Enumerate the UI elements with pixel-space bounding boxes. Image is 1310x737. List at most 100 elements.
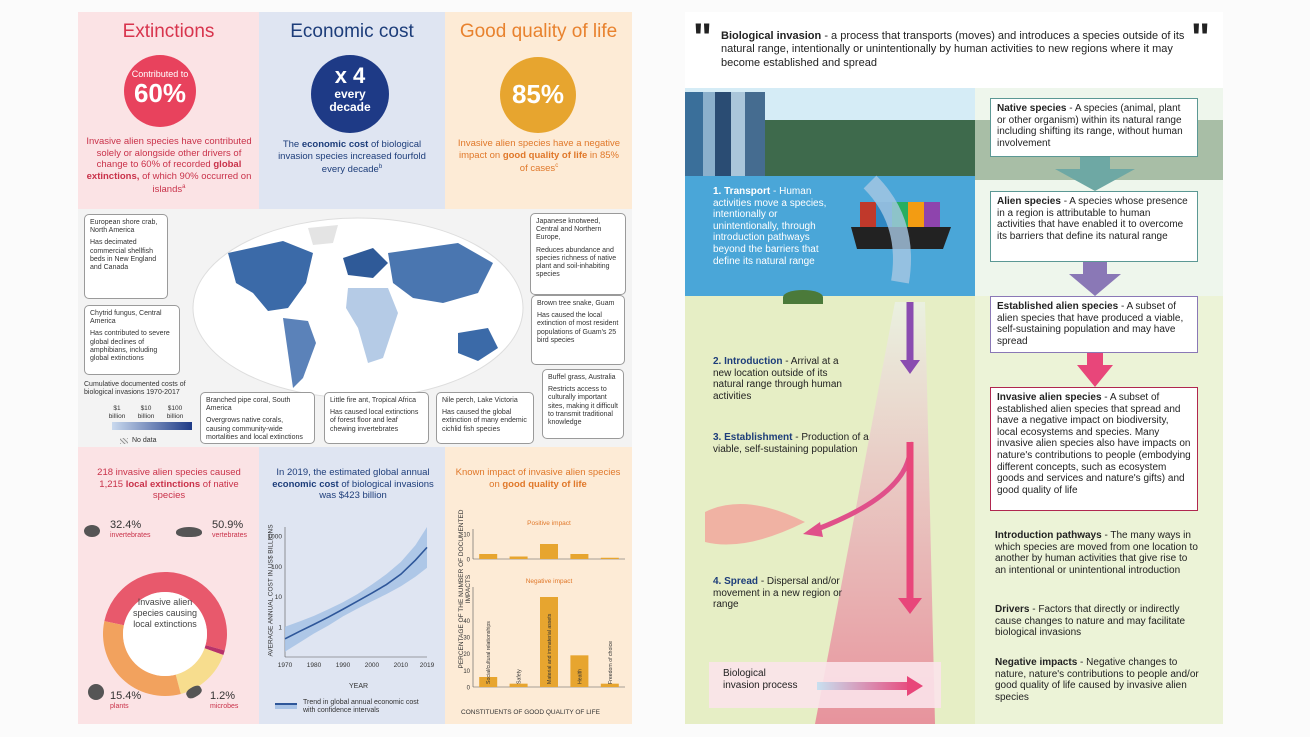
arrow-head-spread-down (898, 598, 922, 614)
cost-xtick: 1980 (307, 662, 322, 669)
impact-chart-title: Known impact of invasive alien species o… (455, 467, 621, 490)
extinctions-panel: Extinctions Contributed to 60% Invasive … (78, 12, 259, 209)
donut-segment-vertebrates (104, 571, 228, 651)
cost-trend-line (284, 546, 428, 640)
donut-label-plants: plants (110, 703, 129, 710)
impact-pos-tick: 10 (463, 533, 470, 539)
impact-category-label: Safety (517, 669, 523, 684)
world-map (192, 217, 524, 399)
callout-crab: European shore crab, North America Has d… (84, 214, 168, 299)
impact-neg-bar (570, 655, 589, 687)
impact-negative-label: Negative impact (526, 578, 573, 585)
cost-line-chart: 1000 100 10 1 1970 1980 1990 2000 2010 2019 (268, 527, 435, 669)
donut-center-label: Invasive alien species causing local ext… (132, 597, 198, 629)
step-spread: 4. Spread - Dispersal and/or movement in… (713, 576, 842, 611)
step-transport: 1. Transport - Human activities move a s… (713, 186, 827, 267)
donut-segment-microbes (204, 645, 225, 655)
impact-neg-tick: 0 (467, 686, 471, 692)
impact-pos-tick: 0 (467, 558, 471, 564)
glossary-negative-impacts: Negative impacts - Negative changes to n… (995, 657, 1199, 703)
definition-text: Biological invasion - a process that tra… (721, 30, 1185, 69)
impact-neg-bar (600, 683, 619, 687)
impact-chart-panel: Known impact of invasive alien species o… (445, 447, 632, 724)
map-legend-l2: $10 billion (137, 405, 155, 421)
cost-xtick: 1990 (336, 662, 351, 669)
left-infographic: Extinctions Contributed to 60% Invasive … (78, 12, 632, 724)
map-section: European shore crab, North America Has d… (78, 209, 632, 447)
right-infographic: " " Biological invasion - a process that… (685, 12, 1223, 724)
step-establishment: 3. Establishment - Production of a viabl… (713, 432, 869, 455)
quality-text: Invasive alien species have a negative i… (457, 138, 621, 175)
cost-confidence-band (285, 527, 427, 652)
callout-chytrid: Chytrid fungus, Central America Has cont… (84, 305, 180, 375)
cost-xtick: 2019 (420, 662, 435, 669)
donut-hole (123, 592, 207, 676)
extinctions-circle-value: 60% (133, 78, 187, 108)
invasion-path (705, 175, 941, 724)
cost-ytick: 100 (271, 564, 282, 571)
step-introduction: 2. Introduction - Arrival at a new locat… (713, 356, 842, 402)
impact-neg-bar (540, 597, 558, 687)
impact-neg-bar (479, 677, 498, 687)
africa-shape (346, 288, 398, 363)
north-america-shape (228, 241, 313, 311)
donut-panel: 218 invasive alien species caused 1,215 … (78, 447, 259, 724)
callout-coral: Branched pipe coral, South America Overg… (200, 392, 315, 444)
south-america-shape (283, 318, 316, 388)
extinctions-heading: Extinctions (122, 21, 215, 42)
asia-shape (388, 243, 493, 303)
oceania-shape (458, 328, 498, 361)
cost-xtick: 1970 (278, 662, 293, 669)
impact-chart-xlabel: CONSTITUENTS OF GOOD QUALITY OF LIFE (461, 709, 600, 716)
donut-label-vertebrates: vertebrates (212, 532, 248, 539)
europe-shape (343, 248, 388, 278)
impact-neg-tick: 10 (463, 669, 470, 675)
process-label: Biological invasion process (723, 668, 798, 691)
plants-icon (88, 684, 104, 700)
cost-ytick: 1 (278, 624, 282, 631)
impact-category-label: Freedom of choice (608, 641, 614, 684)
cost-legend-swatch (275, 703, 297, 709)
economic-circle: x 4 every decade (311, 55, 389, 133)
economic-heading: Economic cost (290, 21, 414, 42)
map-legend-gradient (112, 422, 192, 430)
arrow-head-spread-left (803, 522, 823, 537)
box-invasive-alien-species: Invasive alien species - A subset of est… (990, 387, 1198, 511)
quote-open-icon: " (693, 16, 712, 60)
impact-neg-tick: 30 (463, 636, 470, 642)
donut-pct-invertebrates: 32.4% (110, 519, 142, 531)
map-legend-l1: $1 billion (108, 405, 126, 421)
extinctions-circle-top: Contributed to (131, 69, 189, 79)
impact-pos-bar (540, 544, 558, 559)
glossary-drivers: Drivers - Factors that directly or indir… (995, 604, 1186, 639)
map-legend-title: Cumulative documented costs of biologica… (84, 381, 186, 397)
impact-chart-ylabel: PERCENTAGE OF THE NUMBER OF DOCUMENTED I… (458, 509, 472, 669)
process-arrow-head (907, 676, 923, 696)
definition-banner (685, 12, 1223, 88)
cost-chart-legend: Trend in global annual economic cost wit… (303, 699, 419, 715)
quality-circle-value: 85% (511, 79, 565, 109)
economic-text: The economic cost of biological invasion… (278, 139, 426, 176)
callout-snake: Brown tree snake, Guam Has caused the lo… (531, 295, 625, 365)
extinctions-text: Invasive alien species have contributed … (86, 136, 252, 196)
impact-category-label: Health (577, 669, 583, 684)
box-native-species: Native species - A species (animal, plan… (990, 98, 1198, 157)
greenland-shape (308, 225, 338, 245)
quality-panel: Good quality of life 85% Invasive alien … (445, 12, 632, 209)
quote-close-icon: " (1191, 16, 1210, 60)
impact-pos-bar (570, 554, 589, 559)
economic-circle-l2: every (334, 87, 366, 101)
city-skyline (685, 92, 765, 180)
cost-chart-title: In 2019, the estimated global annual eco… (272, 467, 434, 502)
cost-ytick: 10 (275, 594, 283, 601)
cost-chart-xlabel: YEAR (349, 683, 369, 690)
cost-ytick: 1000 (268, 534, 283, 541)
cost-chart-panel: In 2019, the estimated global annual eco… (259, 447, 445, 724)
cost-xtick: 2010 (394, 662, 409, 669)
callout-perch: Nile perch, Lake Victoria Has caused the… (436, 392, 534, 444)
impact-positive-label: Positive impact (527, 520, 571, 527)
callout-buffel: Buffel grass, Australia Restricts access… (542, 369, 624, 439)
callout-knotweed: Japanese knotweed, Central and Northern … (530, 213, 626, 295)
impact-neg-tick: 40 (463, 619, 470, 625)
impact-bar-chart: Positive impact Negative impact 10 0 40 30 20 1… (463, 520, 625, 692)
